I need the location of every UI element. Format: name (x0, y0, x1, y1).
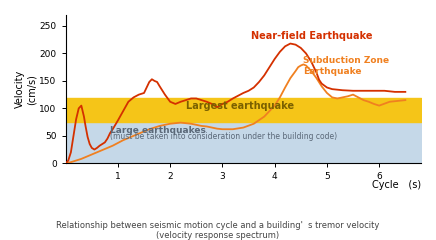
Text: (velocity response spectrum): (velocity response spectrum) (157, 231, 279, 240)
Text: Largest earthquake: Largest earthquake (186, 101, 294, 111)
Y-axis label: Velocity
(cm/s): Velocity (cm/s) (15, 70, 37, 108)
Text: Cycle (s): Cycle (s) (372, 180, 421, 190)
Text: Relationship between seismic motion cycle and a building'  s tremor velocity: Relationship between seismic motion cycl… (56, 221, 380, 230)
Text: Near-field Earthquake: Near-field Earthquake (251, 31, 373, 42)
Text: Subduction Zone
Earthquake: Subduction Zone Earthquake (303, 56, 389, 76)
Text: (must be taken into consideration under the building code): (must be taken into consideration under … (110, 132, 337, 141)
Text: Large earthquakes: Large earthquakes (110, 126, 206, 135)
